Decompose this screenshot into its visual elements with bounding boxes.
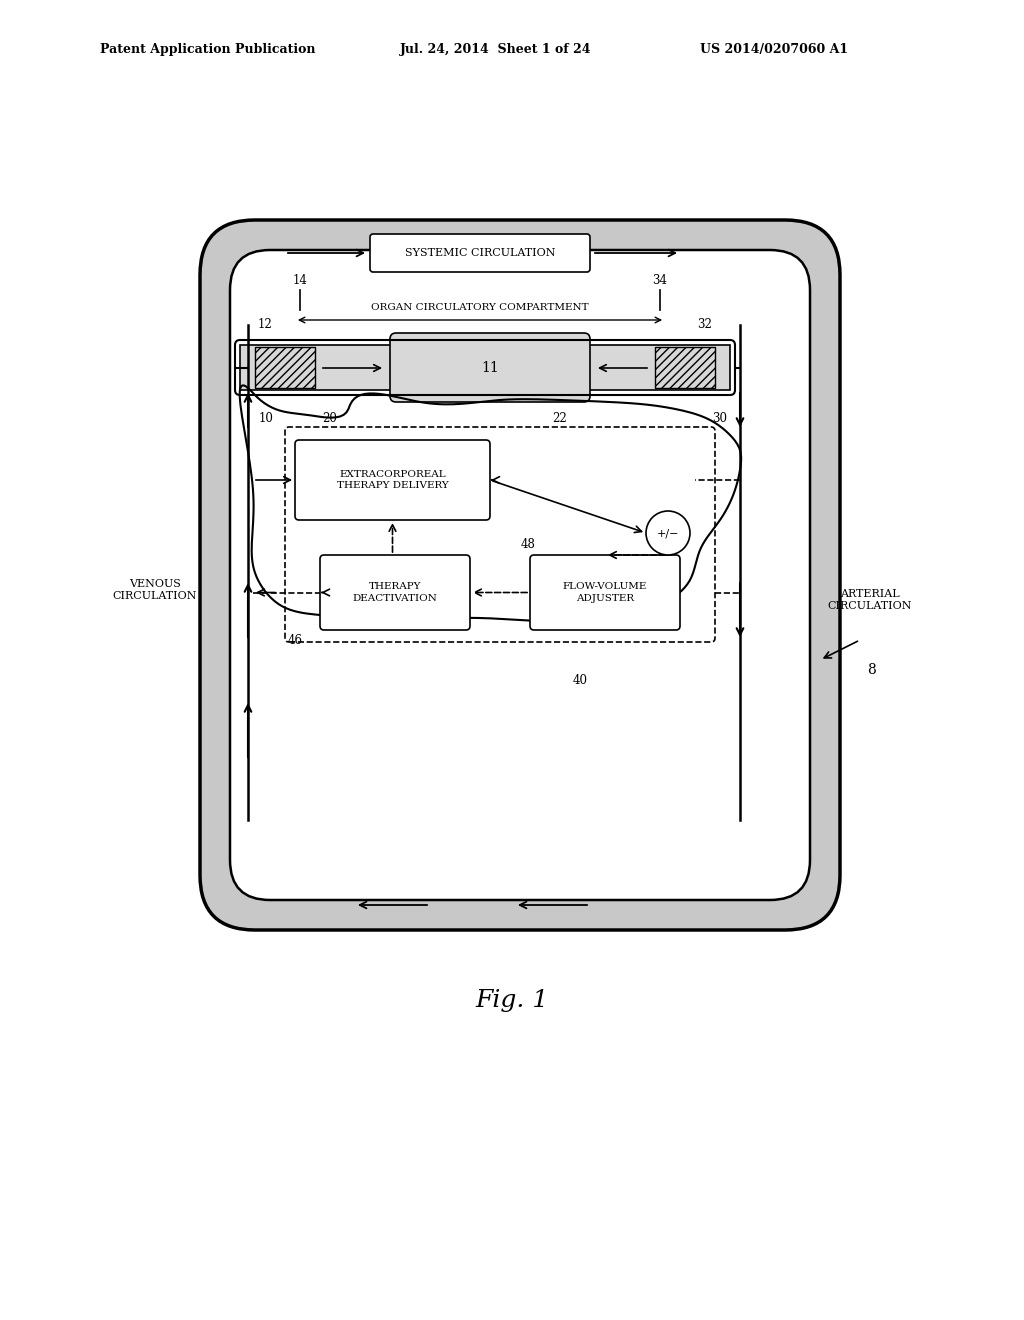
FancyBboxPatch shape	[200, 220, 840, 931]
Text: 12: 12	[258, 318, 272, 331]
Text: 22: 22	[553, 412, 567, 425]
Text: 32: 32	[697, 318, 713, 331]
Text: US 2014/0207060 A1: US 2014/0207060 A1	[700, 44, 848, 57]
Text: 8: 8	[867, 663, 877, 677]
Text: 20: 20	[323, 412, 338, 425]
Text: 14: 14	[293, 273, 307, 286]
Text: Patent Application Publication: Patent Application Publication	[100, 44, 315, 57]
Text: +/−: +/−	[656, 528, 679, 539]
Text: SYSTEMIC CIRCULATION: SYSTEMIC CIRCULATION	[404, 248, 555, 257]
Text: 10: 10	[259, 412, 273, 425]
Circle shape	[646, 511, 690, 554]
Text: 30: 30	[713, 412, 727, 425]
Text: 34: 34	[652, 273, 668, 286]
FancyBboxPatch shape	[390, 333, 590, 403]
FancyBboxPatch shape	[319, 554, 470, 630]
FancyBboxPatch shape	[530, 554, 680, 630]
Text: Jul. 24, 2014  Sheet 1 of 24: Jul. 24, 2014 Sheet 1 of 24	[400, 44, 592, 57]
Text: ARTERIAL
CIRCULATION: ARTERIAL CIRCULATION	[827, 589, 912, 611]
Text: THERAPY
DEACTIVATION: THERAPY DEACTIVATION	[352, 582, 437, 603]
Text: Fig. 1: Fig. 1	[475, 989, 549, 1011]
Bar	[240, 345, 730, 389]
FancyBboxPatch shape	[370, 234, 590, 272]
Bar	[255, 347, 315, 388]
FancyBboxPatch shape	[230, 249, 810, 900]
Text: 11: 11	[481, 360, 499, 375]
Text: ORGAN CIRCULATORY COMPARTMENT: ORGAN CIRCULATORY COMPARTMENT	[371, 302, 589, 312]
Text: EXTRACORPOREAL
THERAPY DELIVERY: EXTRACORPOREAL THERAPY DELIVERY	[337, 470, 449, 491]
Text: 48: 48	[520, 539, 536, 552]
Text: 46: 46	[288, 634, 302, 647]
Bar	[655, 347, 715, 388]
FancyBboxPatch shape	[295, 440, 490, 520]
Text: VENOUS
CIRCULATION: VENOUS CIRCULATION	[113, 579, 198, 601]
Text: 40: 40	[572, 673, 588, 686]
Text: FLOW-VOLUME
ADJUSTER: FLOW-VOLUME ADJUSTER	[563, 582, 647, 603]
